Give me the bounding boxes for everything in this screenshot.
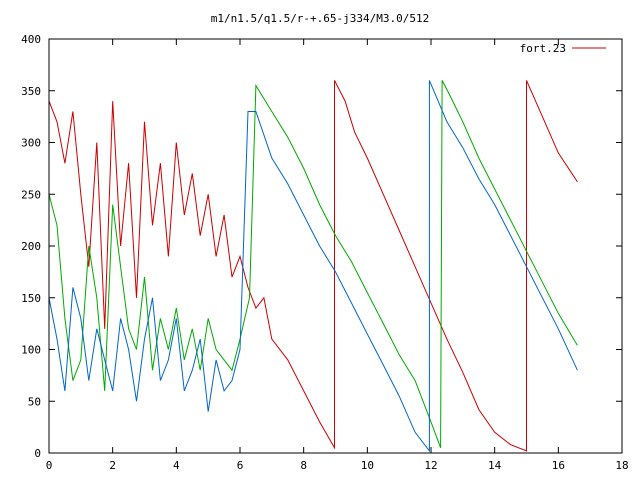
x-tick-label: 8 — [300, 459, 307, 472]
x-tick-label: 4 — [173, 459, 180, 472]
x-tick-label: 6 — [237, 459, 244, 472]
chart-title: m1/n1.5/q1.5/r-+.65-j334/M3.0/512 — [211, 12, 430, 25]
x-tick-label: 10 — [361, 459, 374, 472]
y-tick-label: 250 — [21, 188, 41, 201]
y-tick-label: 100 — [21, 344, 41, 357]
plot-area — [48, 80, 578, 453]
y-tick-label: 350 — [21, 85, 41, 98]
y-tick-label: 400 — [21, 33, 41, 46]
x-tick-label: 0 — [46, 459, 53, 472]
x-tick-label: 18 — [615, 459, 628, 472]
x-tick-label: 16 — [552, 459, 565, 472]
legend-label: fort.23 — [520, 42, 566, 55]
series-line-2 — [48, 80, 578, 448]
y-tick-label: 50 — [28, 395, 41, 408]
x-tick-label: 12 — [424, 459, 437, 472]
x-tick-label: 2 — [109, 459, 116, 472]
series-line-3 — [48, 80, 578, 453]
y-tick-label: 200 — [21, 240, 41, 253]
y-tick-label: 300 — [21, 137, 41, 150]
series-line-1 — [48, 80, 578, 452]
y-tick-label: 0 — [34, 447, 41, 460]
x-tick-label: 14 — [488, 459, 502, 472]
legend: fort.23 — [520, 42, 606, 55]
axes: 0 2 4 6 8 10 12 14 16 18 0 50 100 150 200 250 300 350 400 — [21, 33, 629, 472]
y-tick-label: 150 — [21, 292, 41, 305]
